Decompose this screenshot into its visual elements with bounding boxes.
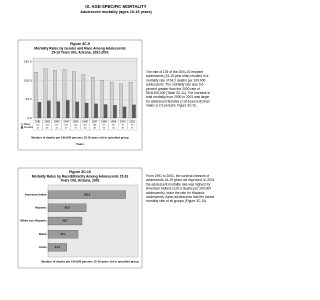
table-cell <box>127 119 138 131</box>
page: IX. AGE-SPECIFIC MORTALITY Adolescent mo… <box>17 4 215 269</box>
axis-note: Number of deaths per 100,000 persons 15-… <box>41 260 139 264</box>
axis-note: Number of deaths per 100,000 persons 15-… <box>31 136 129 140</box>
table-value: 38 <box>93 128 96 130</box>
table-value: 122 <box>36 125 40 127</box>
bar <box>47 243 67 252</box>
x-tick-label: 2000 <box>120 120 126 124</box>
bar <box>65 100 70 119</box>
value-label: 31.4 <box>55 245 61 249</box>
table-value: 44 <box>55 128 58 130</box>
bar <box>122 106 127 119</box>
category-label: Black <box>39 232 47 236</box>
legend-swatch <box>20 123 24 126</box>
bar <box>43 68 48 119</box>
table-value: 96 <box>112 125 115 127</box>
x-tick-label: 1996 <box>82 120 88 124</box>
table-value: 36 <box>103 128 106 130</box>
x-tick-label: 1995 <box>73 120 79 124</box>
table-value: 91 <box>122 125 125 127</box>
bar <box>56 101 61 119</box>
value-label: 129.3 <box>84 192 91 196</box>
paragraph: The rate of 139 of the 2001-03 resident a… <box>146 70 210 108</box>
figure-title: Mortality Rates by Gender and Race Among… <box>34 46 126 50</box>
bar <box>37 102 42 119</box>
category-label: American Indian <box>25 192 47 196</box>
y-tick-label: 150.0 <box>24 60 32 64</box>
bar <box>109 81 114 119</box>
table-value: 35 <box>131 128 134 130</box>
legend-label: Females <box>24 126 34 129</box>
bar <box>128 82 133 119</box>
bar <box>91 77 95 119</box>
value-label: 56.7 <box>62 219 68 223</box>
x-tick-label: 1991 <box>35 120 41 124</box>
bar <box>94 103 98 119</box>
table-value: 43 <box>74 128 77 130</box>
bar <box>84 102 89 119</box>
bar <box>47 216 83 226</box>
table-value: 116 <box>83 125 87 127</box>
x-tick-label: 1999 <box>110 120 116 124</box>
figure-label: Figure 3C-9 <box>70 42 90 46</box>
x-tick-label: 1998 <box>101 120 107 124</box>
section-subtitle: Adolescent mortality (ages 15-19 years) <box>80 10 152 14</box>
legend-label: Males <box>24 123 31 126</box>
table-value: 127 <box>55 125 59 127</box>
bar <box>53 70 57 119</box>
table-value: 34 <box>112 128 115 130</box>
bar <box>103 104 108 119</box>
bar <box>47 203 87 212</box>
paragraph: From 1991 to 2001, the survival chances … <box>146 174 215 203</box>
category-label: Hispanic <box>35 206 47 210</box>
bar <box>47 100 51 119</box>
figure-title: 15-19 Years Old, Arizona, 1991-2001 <box>51 50 109 54</box>
bar <box>132 104 136 119</box>
bar <box>119 83 123 119</box>
table-value: 40 <box>84 128 87 130</box>
table-value: 124 <box>74 125 78 127</box>
x-tick-label: 2001 <box>129 120 135 124</box>
value-label: 63.8 <box>65 205 71 209</box>
table-value: 95 <box>131 125 134 127</box>
table-value: 30 <box>122 128 125 130</box>
figure-title: Years Old, Arizona, 2001 <box>60 178 99 182</box>
bar <box>81 74 86 119</box>
table-value: 131 <box>45 125 49 127</box>
bar <box>75 101 79 119</box>
y-tick-label: 50.0 <box>26 97 32 101</box>
y-tick-label: 100.0 <box>24 78 32 82</box>
bar <box>34 72 38 119</box>
table-value: 101 <box>102 125 106 127</box>
table-value: 42 <box>37 128 40 130</box>
legend-swatch <box>20 126 24 129</box>
bar <box>72 71 76 119</box>
x-tick-label: 1993 <box>54 120 60 124</box>
x-tick-label: 1994 <box>63 120 69 124</box>
x-tick-label: 1997 <box>92 120 98 124</box>
x-tick-label: 1992 <box>44 120 50 124</box>
category-label: Asian <box>39 245 47 249</box>
category-label: White non-Hispanic <box>20 219 47 223</box>
figure-label: Figure 3C-10 <box>69 170 91 174</box>
figure-title: Mortality Rates by Race/Ethnicity Among … <box>32 174 129 178</box>
section-title: IX. AGE-SPECIFIC MORTALITY <box>85 4 146 9</box>
table-value: 129 <box>64 125 68 127</box>
x-axis-label: Years <box>76 142 84 146</box>
bar <box>113 105 117 119</box>
table-value: 47 <box>65 128 68 130</box>
table-value: 109 <box>93 125 97 127</box>
bar <box>62 69 67 119</box>
bar <box>47 230 79 239</box>
bar <box>47 190 126 199</box>
table-value: 46 <box>46 128 49 130</box>
value-label: 50.1 <box>60 232 66 236</box>
y-tick-label: 0.0 <box>27 116 32 120</box>
bar <box>100 80 105 119</box>
